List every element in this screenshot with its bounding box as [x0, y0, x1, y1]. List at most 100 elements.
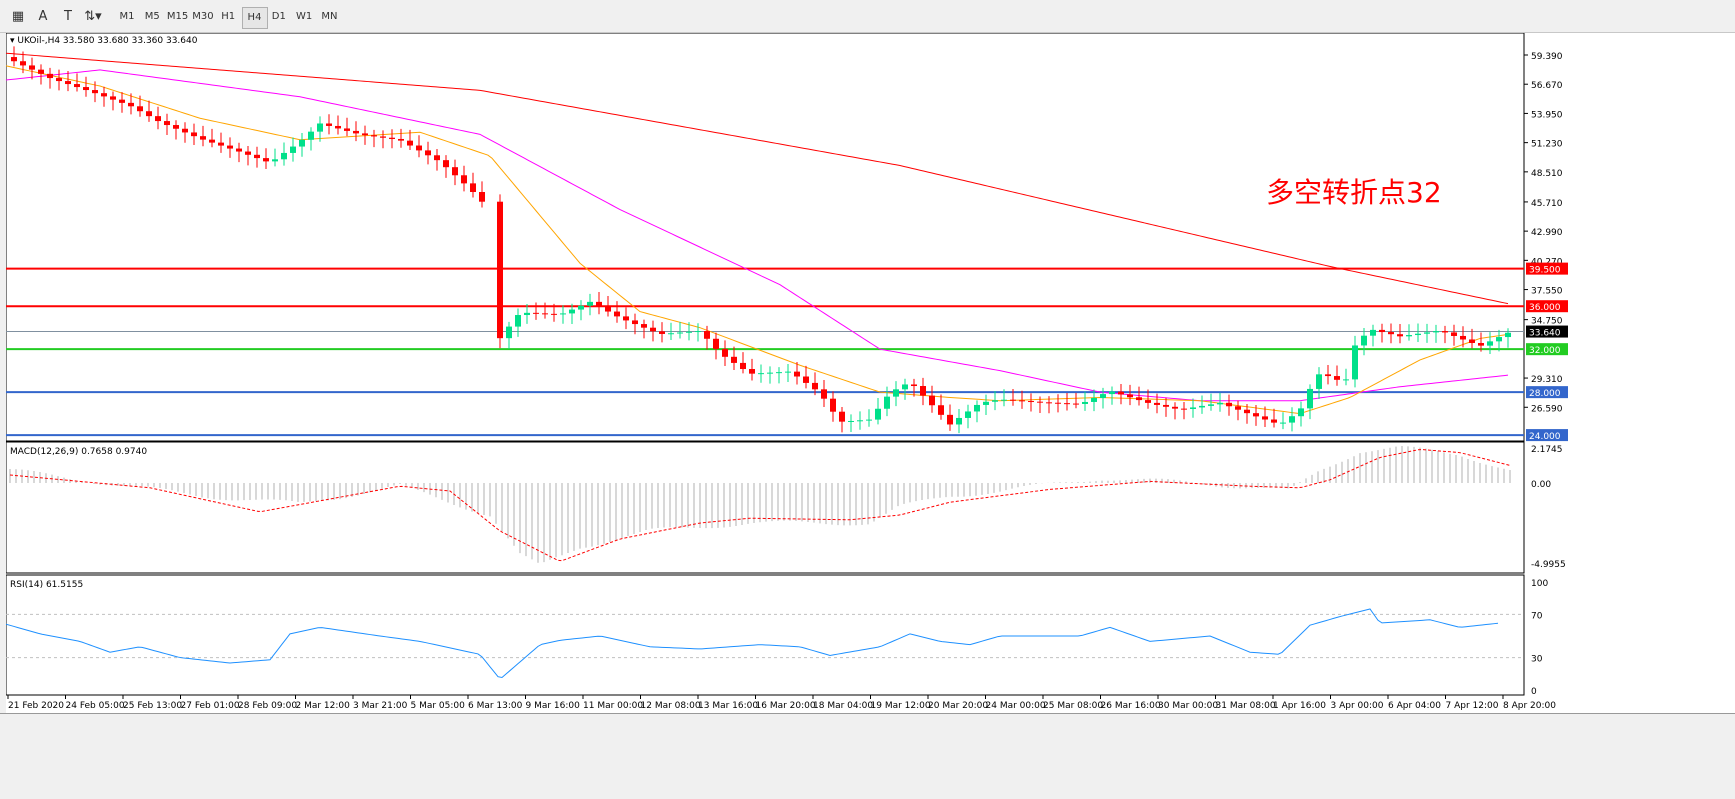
date-label: 19 Mar 12:00 — [871, 701, 931, 711]
chart-window[interactable]: 59.390 56.670 53.950 51.230 48.510 45.710 42.9… — [0, 32, 1735, 713]
candle-body — [164, 121, 170, 126]
candle-body — [1289, 416, 1295, 423]
candle-body — [884, 396, 890, 409]
candle-body — [254, 154, 260, 159]
candle-body — [1433, 331, 1439, 333]
level-badge — [1526, 343, 1568, 356]
date-label: 20 Mar 20:00 — [928, 701, 988, 711]
date-label: 25 Mar 08:00 — [1043, 701, 1103, 711]
level-label: 24.000 — [1529, 432, 1561, 442]
candle-body — [416, 145, 422, 151]
candle-body — [308, 131, 314, 140]
timeframe-m30[interactable]: M30 — [192, 11, 214, 22]
candle-body — [317, 123, 323, 132]
candle-body — [83, 87, 89, 91]
candle-body — [56, 78, 62, 82]
candle-body — [191, 132, 197, 137]
candle-body — [263, 158, 269, 162]
bottom-tab-bar — [0, 713, 1735, 799]
candle-body — [101, 93, 107, 97]
candle-body — [578, 305, 584, 310]
candle-body — [1460, 335, 1466, 340]
candle-body — [731, 356, 737, 363]
candle-body — [767, 372, 773, 374]
candle-body — [1010, 399, 1016, 401]
candle-body — [326, 123, 332, 126]
timeframe-m5[interactable]: M5 — [144, 11, 160, 22]
candle-body — [866, 419, 872, 421]
timeframe-m1[interactable]: M1 — [119, 11, 135, 22]
candle-body — [875, 408, 881, 420]
level-badge — [1526, 262, 1568, 275]
timeframe-mn[interactable]: MN — [321, 11, 338, 22]
candle-body — [569, 309, 575, 314]
grid-icon[interactable]: ▦ — [11, 9, 25, 24]
candle-body — [182, 128, 188, 133]
candle-body — [398, 138, 404, 141]
date-label: 16 Mar 20:00 — [756, 701, 816, 711]
candle-body — [659, 331, 665, 334]
price-label: 40.270 — [1531, 257, 1563, 267]
timeframe-w1[interactable]: W1 — [295, 11, 313, 22]
candle-body — [1415, 333, 1421, 336]
candle-body — [1505, 332, 1511, 338]
rsi-axis-label: 30 — [1531, 655, 1543, 665]
candle-body — [560, 313, 566, 315]
timeframe-h1[interactable]: H1 — [221, 11, 236, 22]
candle-body — [677, 332, 683, 334]
date-label: 24 Mar 00:00 — [986, 701, 1046, 711]
arrows-icon[interactable]: ⇅▾ — [84, 9, 102, 24]
date-label: 26 Mar 16:00 — [1101, 701, 1161, 711]
date-label: 11 Mar 00:00 — [583, 701, 643, 711]
rsi-axis-label: 70 — [1531, 611, 1543, 621]
candle-body — [1091, 398, 1097, 402]
candle-body — [65, 81, 71, 85]
price-panel — [5, 32, 1525, 442]
chart-canvas[interactable]: 59.390 56.670 53.950 51.230 48.510 45.710 42.9… — [0, 32, 1735, 713]
date-label: 3 Mar 21:00 — [353, 701, 408, 711]
candle-body — [1136, 397, 1142, 401]
label-icon[interactable]: T — [64, 9, 72, 24]
candle-body — [1172, 406, 1178, 409]
candle-body — [1244, 409, 1250, 414]
candle-body — [371, 135, 377, 137]
date-label: 5 Mar 05:00 — [411, 701, 466, 711]
date-label: 24 Feb 05:00 — [66, 701, 125, 711]
candle-body — [434, 155, 440, 161]
candle-body — [1235, 406, 1241, 410]
timeframe-d1[interactable]: D1 — [271, 11, 286, 22]
candle-body — [1073, 403, 1079, 405]
candle-body — [290, 146, 296, 153]
timeframe-h4[interactable]: H4 — [241, 7, 268, 29]
candle-body — [1118, 391, 1124, 395]
candle-body — [551, 313, 557, 315]
candle-body — [974, 404, 980, 412]
macd-axis-label: 0.00 — [1531, 480, 1551, 490]
date-label: 27 Feb 01:00 — [181, 701, 240, 711]
candle-body — [497, 201, 503, 339]
candle-body — [452, 167, 458, 176]
candle-body — [1199, 405, 1205, 408]
level-badge — [1526, 429, 1568, 442]
text-icon[interactable]: A — [38, 9, 48, 24]
price-label: 51.230 — [1531, 140, 1563, 150]
candle-body — [776, 372, 782, 374]
candle-body — [1001, 399, 1007, 401]
date-label: 8 Apr 20:00 — [1503, 701, 1556, 711]
timeframe-m15[interactable]: M15 — [166, 11, 189, 22]
candle-body — [686, 331, 692, 333]
candle-body — [227, 145, 233, 149]
candle-body — [1424, 332, 1430, 334]
ma-slow-line — [0, 52, 1509, 305]
date-label: 6 Mar 13:00 — [468, 701, 523, 711]
candle-body — [1478, 342, 1484, 346]
candle-body — [695, 331, 701, 333]
candle-body — [1109, 391, 1115, 395]
candle-body — [362, 133, 368, 136]
candle-body — [1163, 404, 1169, 407]
macd-panel — [5, 441, 1525, 574]
candle-body — [1325, 374, 1331, 377]
date-label: 9 Mar 16:00 — [526, 701, 581, 711]
candle-body — [668, 333, 674, 335]
candle-body — [956, 417, 962, 425]
